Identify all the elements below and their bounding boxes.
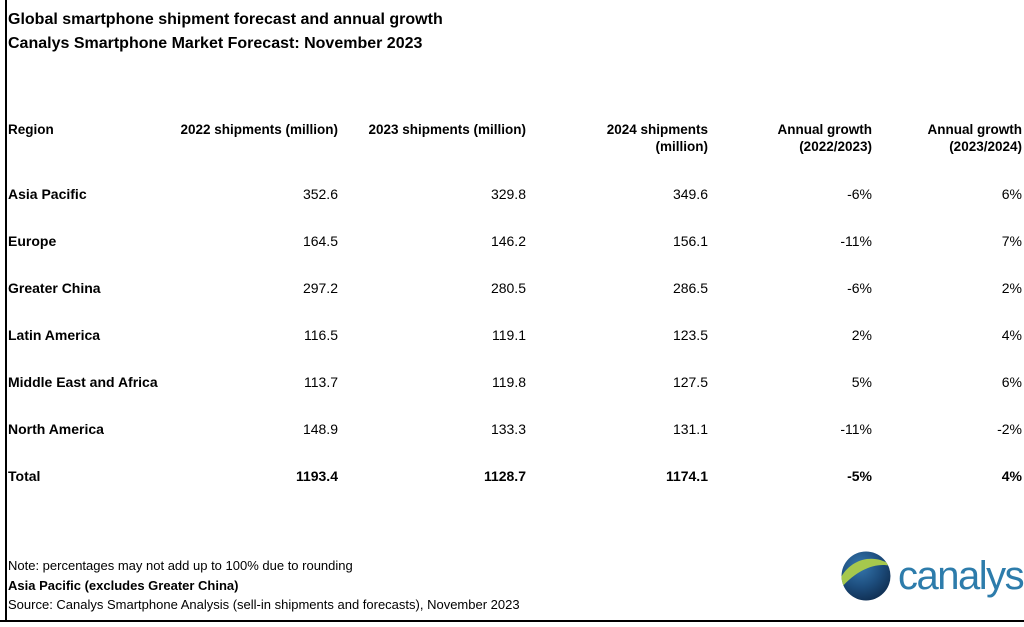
cell-2023: 280.5 <box>490 279 526 296</box>
column-header-2024-shipments: 2024 shipments (million) <box>606 122 708 154</box>
cell-region: North America <box>8 420 104 437</box>
cell-region: Latin America <box>8 326 101 343</box>
cell-2022: 113.7 <box>304 373 338 390</box>
cell-2024: 349.6 <box>672 185 708 202</box>
column-header-2023-shipments: 2023 shipments (million) <box>368 122 526 137</box>
table-row: Greater China 297.2 280.5 286.5 -6% 2% <box>0 264 1024 311</box>
cell-2023: 119.1 <box>492 326 526 343</box>
note-source: Source: Canalys Smartphone Analysis (sel… <box>8 597 520 612</box>
cell-2023: 1128.7 <box>483 467 526 484</box>
cell-2024: 286.5 <box>672 279 708 296</box>
cell-growth-2022-2023: 5% <box>851 373 872 390</box>
bottom-border-line <box>0 620 1024 622</box>
cell-growth-2022-2023: -6% <box>847 185 872 202</box>
cell-2024: 1174.1 <box>665 467 708 484</box>
cell-2024: 127.5 <box>672 373 708 390</box>
cell-growth-2023-2024: 4% <box>1001 467 1022 484</box>
table-row: Latin America 116.5 119.1 123.5 2% 4% <box>0 311 1024 358</box>
page-subtitle: Canalys Smartphone Market Forecast: Nove… <box>8 35 423 52</box>
cell-2022: 148.9 <box>302 420 338 437</box>
left-border-line <box>5 0 7 622</box>
cell-growth-2023-2024: -2% <box>997 420 1022 437</box>
cell-region: Europe <box>8 232 57 249</box>
cell-2023: 329.8 <box>490 185 526 202</box>
cell-growth-2022-2023: 2% <box>851 326 872 343</box>
footnotes: Note: percentages may not add up to 100%… <box>8 556 520 615</box>
cell-2023: 119.8 <box>492 373 526 390</box>
cell-2024: 156.1 <box>672 232 708 249</box>
table-row: Europe 164.5 146.2 156.1 -11% 7% <box>0 217 1024 264</box>
cell-2022: 352.6 <box>302 185 338 202</box>
canalys-globe-icon <box>841 551 891 601</box>
table-row: Middle East and Africa 113.7 119.8 127.5… <box>0 358 1024 405</box>
cell-growth-2023-2024: 4% <box>1001 326 1022 343</box>
canalys-logo-text: canalys <box>898 554 1024 598</box>
title-block: Global smartphone shipment forecast and … <box>8 8 443 56</box>
cell-2022: 164.5 <box>302 232 338 249</box>
cell-growth-2022-2023: -5% <box>847 467 872 484</box>
table-row: Asia Pacific 352.6 329.8 349.6 -6% 6% <box>0 170 1024 217</box>
cell-2022: 1193.4 <box>295 467 338 484</box>
table-row: North America 148.9 133.3 131.1 -11% -2% <box>0 405 1024 452</box>
cell-2022: 297.2 <box>302 279 338 296</box>
column-header-region: Region <box>8 122 54 137</box>
cell-2023: 133.3 <box>490 420 526 437</box>
table-total-row: Total 1193.4 1128.7 1174.1 -5% 4% <box>0 452 1024 499</box>
column-header-2022-shipments: 2022 shipments (million) <box>180 122 338 137</box>
cell-region: Asia Pacific <box>8 185 87 202</box>
cell-growth-2022-2023: -11% <box>840 232 872 249</box>
cell-region: Greater China <box>8 279 101 296</box>
cell-growth-2023-2024: 6% <box>1001 185 1022 202</box>
canalys-logo: canalys <box>841 551 1024 601</box>
cell-growth-2022-2023: -11% <box>840 420 872 437</box>
cell-growth-2023-2024: 2% <box>1001 279 1022 296</box>
column-header-growth-2023-2024: Annual growth (2023/2024) <box>927 122 1023 154</box>
forecast-table: Region 2022 shipments (million) 2023 shi… <box>0 112 1024 499</box>
cell-2024: 123.5 <box>672 326 708 343</box>
cell-2024: 131.1 <box>672 420 708 437</box>
column-header-growth-2022-2023: Annual growth (2022/2023) <box>777 122 873 154</box>
note-rounding: Note: percentages may not add up to 100%… <box>8 558 353 573</box>
cell-2023: 146.2 <box>490 232 526 249</box>
cell-region: Middle East and Africa <box>8 373 158 390</box>
cell-growth-2023-2024: 7% <box>1001 232 1022 249</box>
cell-2022: 116.5 <box>304 326 338 343</box>
cell-region: Total <box>8 467 41 484</box>
cell-growth-2022-2023: -6% <box>847 279 872 296</box>
cell-growth-2023-2024: 6% <box>1001 373 1022 390</box>
page-title: Global smartphone shipment forecast and … <box>8 11 443 28</box>
table-header-row: Region 2022 shipments (million) 2023 shi… <box>0 112 1024 170</box>
note-region-definition: Asia Pacific (excludes Greater China) <box>8 577 239 593</box>
